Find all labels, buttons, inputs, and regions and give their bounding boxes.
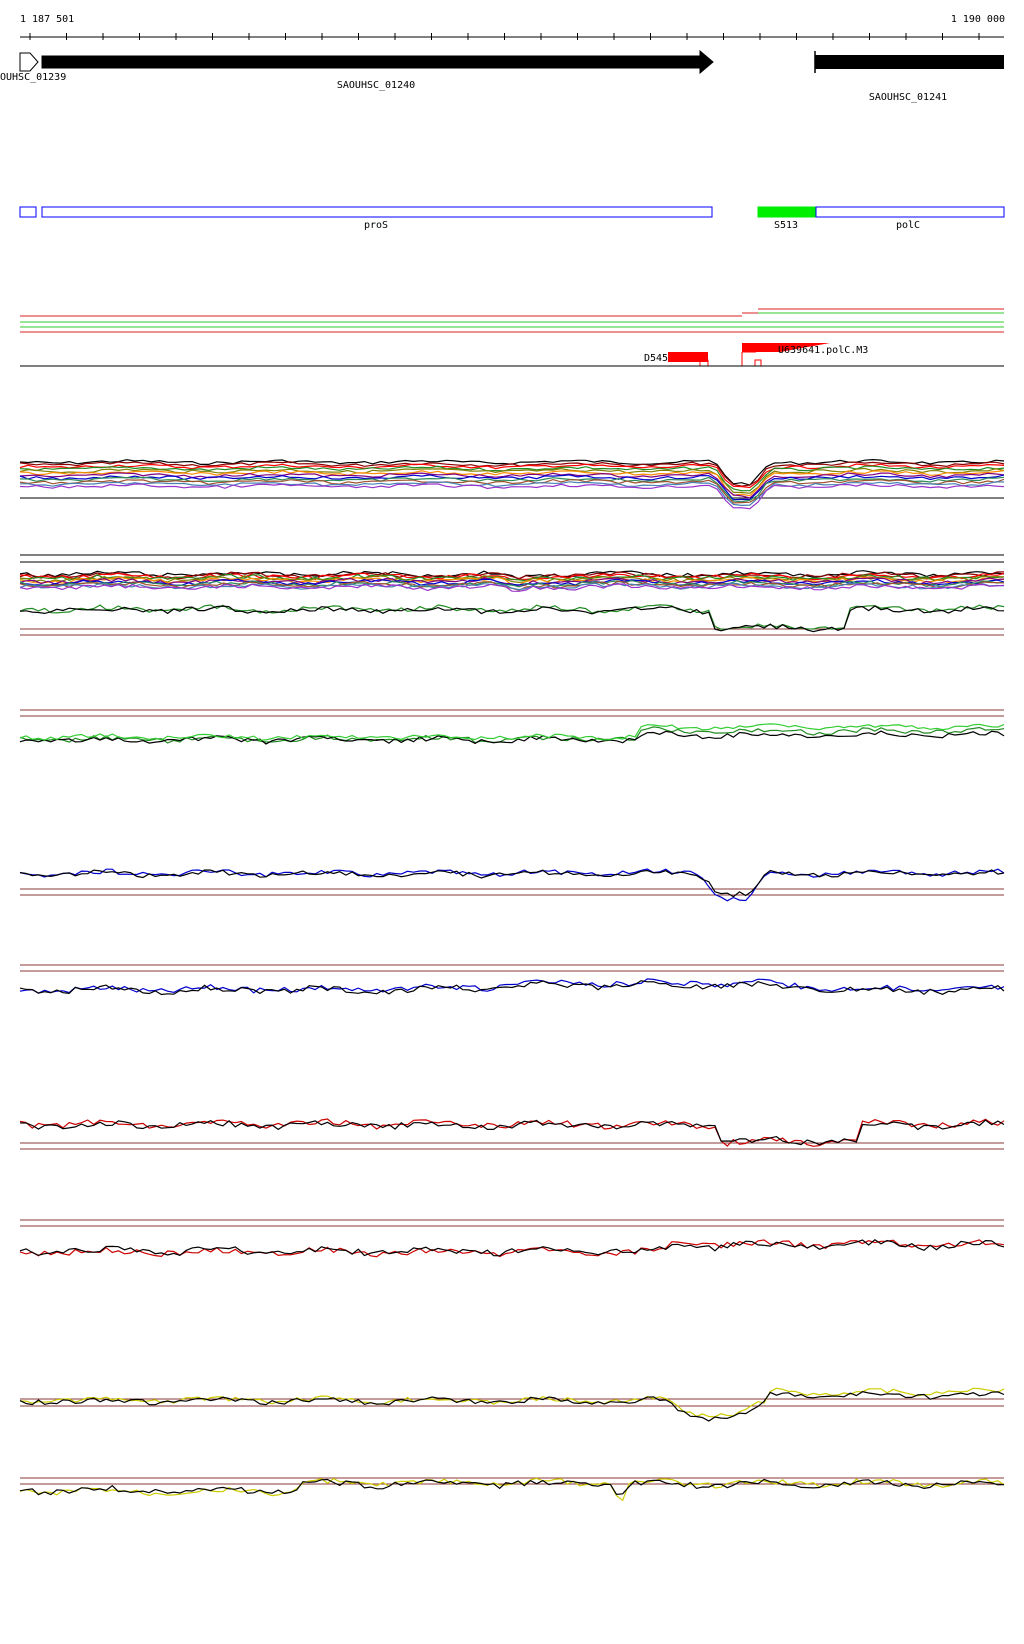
signal-line-lightgreen: [19, 723, 1005, 741]
feature-stub-u639641: [754, 359, 762, 367]
signal-line-red: [19, 1239, 1005, 1258]
feature-label-u639641: U639641.polC.M3: [778, 345, 868, 356]
signal-line-multi: [19, 583, 1005, 592]
gene-label-saouhsc-01240: SAOUHSC_01240: [337, 80, 415, 91]
signal-line-multi: [19, 463, 1005, 489]
annotation-track[interactable]: proS S513 polC: [19, 206, 1005, 231]
gene-label-saouhsc-01241: SAOUHSC_01241: [869, 92, 947, 103]
feature-block-d545[interactable]: [668, 352, 708, 362]
signal-line-blue: [19, 978, 1005, 994]
annotation-label-s513: S513: [774, 220, 798, 231]
annotation-label-polc: polC: [896, 220, 920, 231]
signal-line-multi: [19, 478, 1005, 504]
gene-block-saouhsc-01241[interactable]: [815, 55, 1004, 69]
signal-line-black: [19, 1391, 1005, 1422]
signal-line-black: [19, 980, 1005, 996]
signal-line-black: [19, 605, 1005, 633]
signal-line-multi: [19, 476, 1005, 503]
signal-line-multi: [19, 461, 1005, 487]
signal-line-black: [19, 730, 1005, 745]
signal-line-black: [19, 869, 1005, 898]
feature-ramp-u639641: [780, 343, 830, 352]
signal-line-black: [19, 1119, 1005, 1146]
signal-line-black: [19, 1239, 1005, 1257]
signal-line-black: [19, 1478, 1005, 1496]
feature-lines-track: [20, 308, 1004, 333]
gene-arrow-saouhsc-01239[interactable]: [19, 52, 39, 72]
signal-line-multi: [19, 579, 1005, 588]
annotation-box-small[interactable]: [19, 206, 37, 218]
feature-label-d545: D545: [644, 353, 668, 364]
signal-line-multi: [19, 575, 1005, 584]
gene-track[interactable]: OUHSC_01239 SAOUHSC_01240 SAOUHSC_01241: [0, 49, 1004, 103]
signal-line-multi: [19, 470, 1005, 497]
signal-line-green: [19, 726, 1005, 744]
signal-tracks: [19, 458, 1005, 1502]
annotation-box-s513[interactable]: [757, 206, 817, 218]
signal-line-multi: [19, 573, 1005, 582]
annotation-box-polc[interactable]: [815, 206, 1005, 218]
signal-line-multi: [19, 571, 1005, 580]
coordinate-ruler: 1 187 501 1 190 000: [20, 14, 1005, 40]
signal-line-green: [19, 604, 1005, 630]
ruler-ticks: [29, 33, 980, 40]
signal-line-multi: [19, 578, 1005, 587]
annotation-label-pros: proS: [364, 220, 388, 231]
gene-label-saouhsc-01239: OUHSC_01239: [0, 72, 66, 83]
signal-line-yellow: [20, 1387, 1005, 1418]
transcript-feature-track[interactable]: D545 U639641.polC.M3: [20, 343, 1004, 367]
ruler-start-label: 1 187 501: [20, 14, 74, 25]
signal-line-multi: [19, 465, 1005, 492]
signal-line-multi: [19, 483, 1005, 510]
signal-line-blue: [19, 868, 1005, 902]
feature-block-u639641[interactable]: [742, 343, 780, 352]
gene-arrow-saouhsc-01240[interactable]: [41, 49, 714, 75]
signal-line-multi: [20, 481, 1005, 507]
annotation-box-pros[interactable]: [41, 206, 713, 218]
ruler-end-label: 1 190 000: [951, 14, 1005, 25]
